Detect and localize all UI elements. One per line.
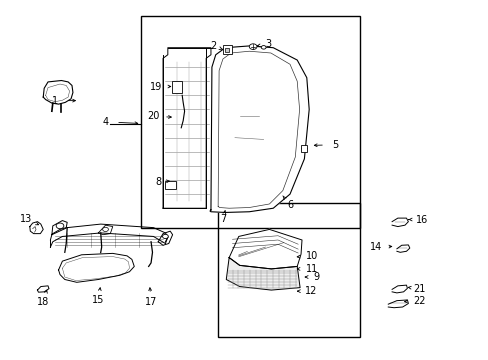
Bar <box>218 203 359 337</box>
Bar <box>225 48 229 52</box>
Polygon shape <box>38 286 49 292</box>
Polygon shape <box>30 222 43 234</box>
Circle shape <box>261 46 265 49</box>
Polygon shape <box>229 229 302 269</box>
Text: 3: 3 <box>265 39 271 49</box>
Text: 5: 5 <box>332 140 338 150</box>
Text: 13: 13 <box>20 214 33 224</box>
Text: 7: 7 <box>220 214 225 224</box>
Text: 16: 16 <box>415 215 427 225</box>
Text: 9: 9 <box>313 272 319 282</box>
Bar <box>171 81 182 93</box>
Polygon shape <box>391 218 407 226</box>
Bar <box>141 16 359 228</box>
Text: 10: 10 <box>305 251 317 261</box>
Polygon shape <box>396 245 409 252</box>
Polygon shape <box>209 46 308 212</box>
Text: 15: 15 <box>92 295 104 305</box>
Bar <box>165 181 176 189</box>
Circle shape <box>56 223 64 229</box>
Text: 12: 12 <box>305 286 317 296</box>
Text: 19: 19 <box>149 81 162 91</box>
Bar <box>301 145 306 152</box>
Text: 6: 6 <box>286 200 292 210</box>
Text: 21: 21 <box>412 284 425 294</box>
Text: 20: 20 <box>147 112 159 121</box>
Text: 18: 18 <box>37 297 49 307</box>
Circle shape <box>162 234 168 239</box>
Polygon shape <box>391 285 407 293</box>
Polygon shape <box>59 253 134 282</box>
Text: 4: 4 <box>102 117 108 127</box>
Text: 8: 8 <box>155 177 161 187</box>
Bar <box>223 45 231 54</box>
Text: 14: 14 <box>369 242 382 252</box>
Text: 2: 2 <box>210 41 216 51</box>
Polygon shape <box>43 81 73 104</box>
Text: 17: 17 <box>144 297 157 307</box>
Circle shape <box>102 227 108 231</box>
Text: 11: 11 <box>305 264 317 274</box>
Circle shape <box>249 44 256 49</box>
Polygon shape <box>387 300 407 308</box>
Polygon shape <box>226 258 300 290</box>
Text: 22: 22 <box>412 296 425 306</box>
Text: 1: 1 <box>52 96 58 105</box>
Polygon shape <box>163 48 210 208</box>
